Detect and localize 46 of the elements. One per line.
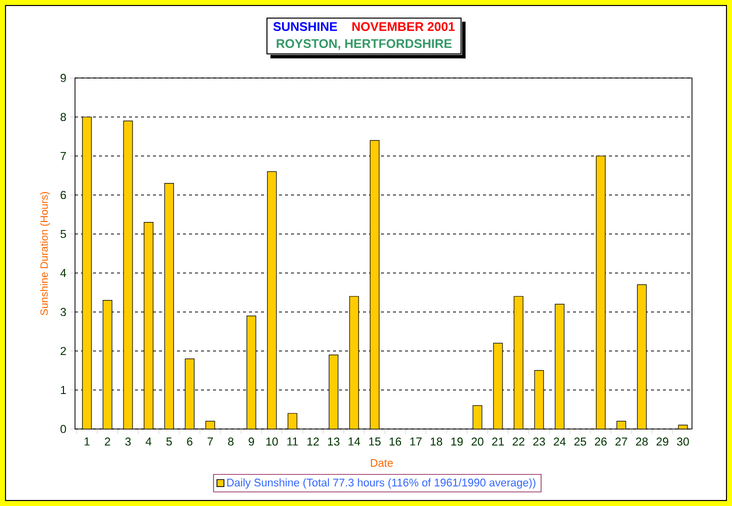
y-tick-label: 5 — [60, 230, 66, 238]
y-tick-label: 4 — [60, 269, 66, 277]
x-tick-label: 2 — [104, 438, 110, 446]
x-tick-label: 11 — [287, 438, 298, 446]
x-tick-label: 9 — [248, 438, 254, 446]
x-tick-label: 16 — [390, 438, 402, 446]
x-tick-label: 5 — [166, 438, 172, 446]
x-tick-label: 17 — [410, 438, 422, 446]
x-tick-label: 30 — [676, 438, 689, 446]
x-tick-label: 13 — [328, 438, 340, 446]
x-tick-label: 19 — [451, 438, 463, 446]
x-tick-label: 20 — [472, 438, 484, 446]
y-tick-label: 3 — [60, 308, 66, 316]
y-tick-label: 7 — [60, 152, 66, 160]
x-tick-label: 8 — [228, 438, 234, 446]
y-tick-label: 1 — [60, 386, 66, 394]
x-tick-label: 18 — [430, 438, 442, 446]
y-axis-title: Sunshine Duration (Hours) — [40, 192, 50, 316]
x-tick-label: 28 — [636, 438, 648, 446]
x-axis-title: Date — [370, 459, 393, 467]
text: ROYSTON, HERTFORDSHIRE — [276, 39, 452, 50]
y-tick-label: 6 — [60, 190, 66, 200]
y-tick-label: 8 — [60, 112, 66, 122]
x-tick-label: 10 — [266, 438, 278, 446]
x-tick-label: 12 — [307, 438, 319, 446]
x-tick-label: 7 — [208, 438, 213, 446]
x-tick-label: 1 — [84, 438, 90, 446]
x-tick-label: 4 — [146, 438, 152, 446]
chart-title: SUNSHINE — [273, 22, 338, 32]
x-tick-label: 3 — [125, 438, 131, 446]
x-tick-label: 25 — [574, 438, 586, 446]
x-tick-label: 6 — [187, 438, 192, 446]
y-tick-label: 0 — [60, 424, 66, 434]
x-tick-label: 14 — [348, 438, 360, 446]
x-tick-label: 27 — [615, 438, 628, 446]
x-tick-label: 29 — [656, 438, 668, 446]
legend-label: Daily Sunshine (Total 77.3 hours (116% of 1961/1990 average)) — [227, 478, 536, 489]
x-tick-label: 21 — [492, 438, 504, 446]
x-tick-label: 22 — [512, 438, 524, 446]
y-tick-label: 2 — [60, 346, 66, 355]
y-tick-label: 9 — [60, 74, 66, 82]
x-tick-label: 26 — [594, 438, 607, 446]
x-tick-label: 15 — [369, 438, 381, 446]
chart-subtitle: NOVEMBER 2001 — [352, 22, 455, 32]
x-tick-label: 23 — [533, 438, 545, 446]
x-tick-label: 24 — [554, 438, 566, 446]
